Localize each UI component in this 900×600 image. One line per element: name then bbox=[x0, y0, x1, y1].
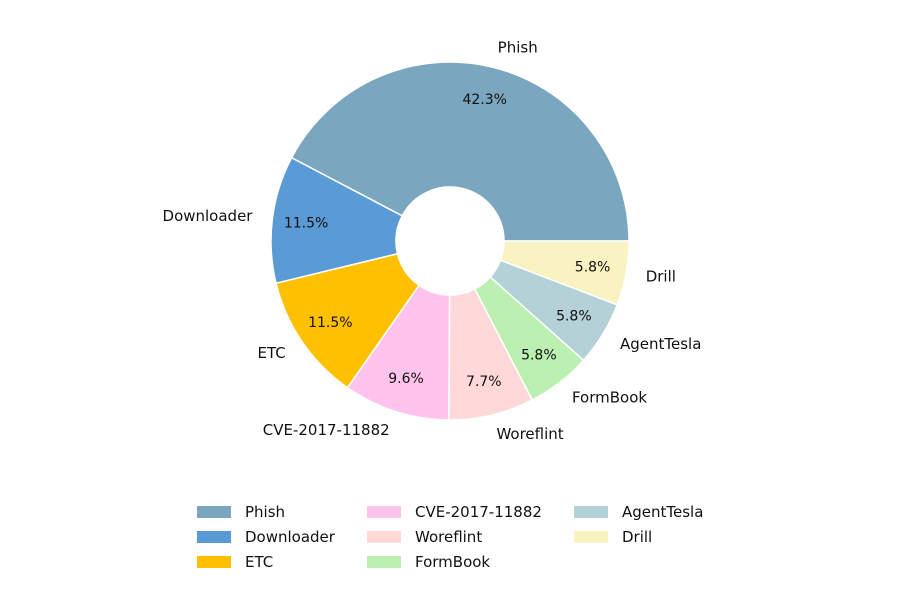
legend-label: Downloader bbox=[245, 528, 335, 546]
slice-label-cve-2017-11882: CVE-2017-11882 bbox=[263, 421, 390, 439]
legend-swatch bbox=[574, 506, 608, 518]
legend-swatch bbox=[197, 556, 231, 568]
slice-label-drill: Drill bbox=[646, 268, 676, 286]
slice-label-downloader: Downloader bbox=[163, 207, 254, 225]
pct-label-agenttesla: 5.8% bbox=[556, 308, 592, 324]
legend-swatch bbox=[367, 531, 401, 543]
legend-item-drill: Drill bbox=[574, 526, 652, 548]
pct-label-drill: 5.8% bbox=[575, 259, 611, 275]
legend-swatch bbox=[197, 531, 231, 543]
legend-swatch bbox=[197, 506, 231, 518]
legend-item-woreflint: Woreflint bbox=[367, 526, 482, 548]
legend-item-phish: Phish bbox=[197, 501, 285, 523]
legend-item-cve-2017-11882: CVE-2017-11882 bbox=[367, 501, 542, 523]
pct-label-phish: 42.3% bbox=[462, 92, 506, 108]
legend-item-downloader: Downloader bbox=[197, 526, 335, 548]
legend-item-etc: ETC bbox=[197, 551, 273, 573]
legend-label: FormBook bbox=[415, 553, 491, 571]
legend-item-formbook: FormBook bbox=[367, 551, 490, 573]
slice-label-formbook: FormBook bbox=[572, 389, 647, 407]
legend-label: ETC bbox=[245, 553, 274, 571]
legend-label: Woreflint bbox=[415, 528, 483, 546]
legend-item-agenttesla: AgentTesla bbox=[574, 501, 703, 523]
legend-swatch bbox=[574, 531, 608, 543]
slice-etc bbox=[275, 252, 421, 389]
pct-label-downloader: 11.5% bbox=[284, 215, 328, 231]
pct-label-woreflint: 7.7% bbox=[466, 374, 502, 390]
slice-label-woreflint: Woreflint bbox=[496, 425, 563, 443]
legend-label: AgentTesla bbox=[622, 503, 704, 521]
slice-label-agenttesla: AgentTesla bbox=[620, 335, 701, 353]
pct-label-etc: 11.5% bbox=[308, 315, 352, 331]
slice-downloader bbox=[270, 156, 404, 285]
slice-label-etc: ETC bbox=[258, 344, 286, 362]
legend-swatch bbox=[367, 556, 401, 568]
slice-label-phish: Phish bbox=[498, 38, 538, 56]
pct-label-formbook: 5.8% bbox=[521, 348, 557, 364]
legend-swatch bbox=[367, 506, 401, 518]
slice-phish bbox=[290, 61, 630, 242]
legend-label: Phish bbox=[245, 503, 286, 521]
chart-legend: Phish Downloader ETC CVE-2017-11882 Woreflin… bbox=[197, 501, 737, 581]
pct-label-cve-2017-11882: 9.6% bbox=[388, 371, 424, 387]
slice-drill bbox=[499, 240, 630, 306]
legend-label: CVE-2017-11882 bbox=[415, 503, 542, 521]
legend-label: Drill bbox=[622, 528, 653, 546]
